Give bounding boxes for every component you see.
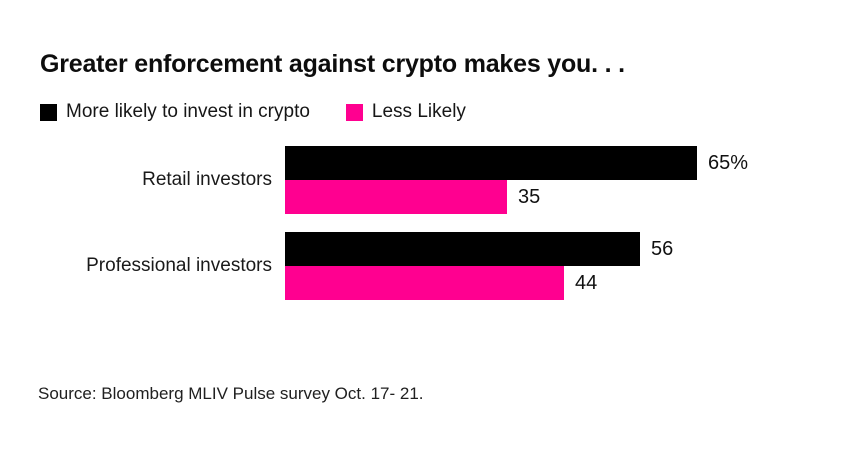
bar-group-retail: Retail investors 65% 35	[40, 146, 830, 214]
value-label-professional-more-likely: 56	[651, 237, 674, 260]
category-label-professional: Professional investors	[86, 255, 272, 276]
chart-title: Greater enforcement against crypto makes…	[40, 50, 625, 78]
legend-label-more-likely: More likely to invest in crypto	[66, 101, 310, 122]
bar-line-professional-less-likely: 44	[285, 266, 830, 300]
bar-stack-retail: 65% 35	[285, 146, 830, 214]
bar-professional-less-likely	[285, 266, 564, 300]
source-note: Source: Bloomberg MLIV Pulse survey Oct.…	[38, 384, 424, 403]
legend-swatch-black	[40, 103, 57, 121]
bar-chart: Retail investors 65% 35 Professional inv…	[40, 146, 830, 300]
bar-line-retail-more-likely: 65%	[285, 146, 830, 180]
value-label-retail-more-likely: 65%	[708, 151, 749, 174]
legend-item-less-likely: Less Likely	[345, 101, 466, 123]
legend-item-more-likely: More likely to invest in crypto	[40, 101, 310, 123]
bar-retail-less-likely	[285, 180, 507, 214]
value-label-professional-less-likely: 44	[575, 271, 598, 294]
bar-professional-more-likely	[285, 232, 640, 266]
bar-line-professional-more-likely: 56	[285, 232, 830, 266]
bar-group-professional: Professional investors 56 44	[40, 232, 830, 300]
bar-retail-more-likely	[285, 146, 697, 180]
bar-line-retail-less-likely: 35	[285, 180, 830, 214]
category-label-retail: Retail investors	[142, 169, 272, 190]
value-label-retail-less-likely: 35	[518, 185, 541, 208]
legend-swatch-pink	[345, 103, 363, 121]
legend-label-less-likely: Less Likely	[371, 101, 466, 122]
bar-stack-professional: 56 44	[285, 232, 830, 300]
legend: More likely to invest in crypto Less Lik…	[40, 101, 466, 123]
